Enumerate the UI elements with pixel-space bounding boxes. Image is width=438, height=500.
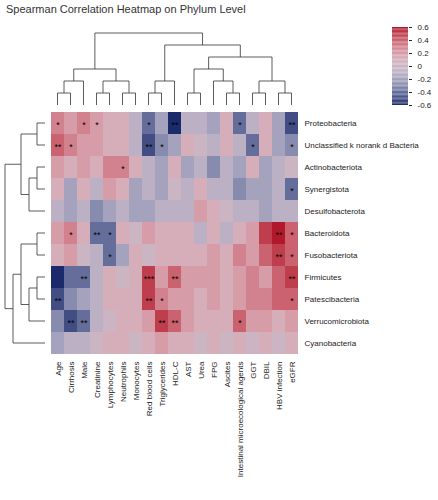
svg-text:**: ** (275, 230, 283, 240)
svg-text:FPG: FPG (210, 362, 219, 378)
svg-text:Actinobacteriota: Actinobacteriota (305, 163, 363, 172)
svg-text:Proteobacteria: Proteobacteria (305, 119, 358, 128)
svg-text:Urea: Urea (197, 361, 206, 379)
svg-text:GGT: GGT (249, 361, 258, 378)
svg-text:*: * (251, 142, 255, 152)
svg-text:*: * (290, 142, 294, 152)
svg-text:Patescibacteria: Patescibacteria (305, 295, 360, 304)
svg-text:-0.4: -0.4 (418, 88, 432, 97)
svg-text:HDL-C: HDL-C (171, 361, 180, 386)
svg-text:*: * (147, 120, 151, 130)
svg-text:*: * (108, 230, 112, 240)
svg-text:Firmicutes: Firmicutes (305, 273, 342, 282)
svg-text:*: * (238, 318, 242, 328)
svg-text:**: ** (288, 274, 296, 284)
svg-text:Verrucomicrobiota: Verrucomicrobiota (305, 317, 370, 326)
svg-text:*: * (160, 142, 164, 152)
svg-text:**: ** (288, 120, 296, 130)
svg-text:*: * (108, 252, 112, 262)
svg-text:**: ** (158, 318, 166, 328)
svg-text:Desulfobacterota: Desulfobacterota (305, 207, 366, 216)
svg-text:Bacteroidota: Bacteroidota (305, 229, 350, 238)
svg-text:Ascites: Ascites (223, 362, 232, 388)
svg-text:*: * (82, 120, 86, 130)
svg-text:**: ** (93, 230, 101, 240)
svg-text:*: * (69, 230, 73, 240)
svg-text:*: * (290, 296, 294, 306)
svg-text:**: ** (171, 120, 179, 130)
svg-text:Synergistota: Synergistota (305, 185, 350, 194)
svg-text:0.2: 0.2 (418, 49, 430, 58)
svg-text:**: ** (171, 274, 179, 284)
svg-text:**: ** (54, 296, 62, 306)
svg-text:*: * (238, 120, 242, 130)
svg-text:Monocytes: Monocytes (132, 362, 141, 401)
svg-text:*: * (121, 164, 125, 174)
svg-text:**: ** (275, 252, 283, 262)
svg-text:Cirrhosis: Cirrhosis (67, 362, 76, 394)
svg-text:*: * (69, 142, 73, 152)
svg-text:*: * (160, 296, 164, 306)
svg-text:**: ** (80, 318, 88, 328)
svg-text:Unclassified k norank d Bacter: Unclassified k norank d Bacteria (305, 141, 420, 150)
svg-text:***: *** (144, 274, 155, 284)
svg-text:Lymphocytes: Lymphocytes (106, 362, 115, 409)
svg-text:*: * (290, 186, 294, 196)
svg-text:**: ** (145, 296, 153, 306)
svg-text:**: ** (145, 142, 153, 152)
svg-text:Intestinal microecological age: Intestinal microecological agents (236, 362, 245, 478)
html-text:Spearman Correlation Heatmap o: Spearman Correlation Heatmap on Phylum L… (6, 3, 246, 15)
svg-text:*: * (56, 120, 60, 130)
svg-text:0: 0 (418, 62, 423, 71)
svg-text:Age: Age (54, 361, 63, 376)
svg-text:Creatinine: Creatinine (93, 361, 102, 398)
svg-text:**: ** (80, 274, 88, 284)
svg-text:eGFR: eGFR (288, 361, 297, 383)
svg-text:*: * (290, 230, 294, 240)
svg-text:**: ** (171, 318, 179, 328)
svg-text:*: * (290, 252, 294, 262)
svg-text:DBIL: DBIL (262, 361, 271, 379)
svg-text:Cyanobacteria: Cyanobacteria (305, 339, 357, 348)
svg-text:Neutrophils: Neutrophils (119, 362, 128, 402)
svg-text:Male: Male (80, 361, 89, 379)
svg-text:AST: AST (184, 361, 193, 377)
svg-text:0.6: 0.6 (418, 23, 430, 32)
svg-text:HBV infection: HBV infection (275, 362, 284, 410)
svg-text:**: ** (54, 142, 62, 152)
svg-text:Red blood cells: Red blood cells (145, 362, 154, 417)
svg-text:0.4: 0.4 (418, 36, 430, 45)
svg-text:*: * (95, 120, 99, 130)
svg-text:-0.6: -0.6 (418, 101, 432, 110)
svg-text:Triglycerides: Triglycerides (158, 362, 167, 407)
svg-text:**: ** (67, 318, 75, 328)
svg-text:Fusobacteriota: Fusobacteriota (305, 251, 358, 260)
svg-text:-0.2: -0.2 (418, 75, 432, 84)
